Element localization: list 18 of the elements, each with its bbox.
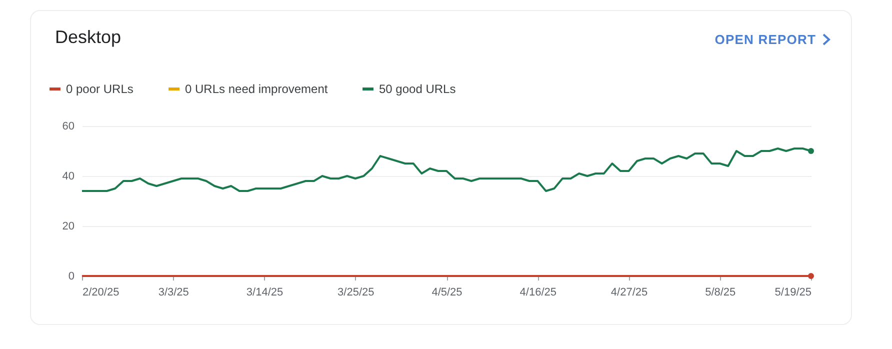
y-tick-label: 40 bbox=[62, 170, 74, 182]
x-tick-label: 5/8/25 bbox=[705, 286, 736, 298]
x-tick-label: 3/14/25 bbox=[246, 286, 284, 298]
chart-title: Desktop bbox=[55, 27, 122, 48]
x-tick-label: 4/27/25 bbox=[610, 286, 648, 298]
x-tick-label: 3/3/25 bbox=[158, 286, 189, 298]
y-tick-label: 0 bbox=[68, 270, 74, 282]
y-tick-label: 60 bbox=[62, 120, 74, 132]
text: OPEN REPORT bbox=[714, 32, 816, 47]
legend-label: 50 good URLs bbox=[379, 82, 456, 96]
y-tick-label: 20 bbox=[62, 220, 74, 232]
x-tick-label: 2/20/25 bbox=[82, 286, 120, 298]
legend-label: 0 poor URLs bbox=[66, 82, 134, 96]
legend-label: 0 URLs need improvement bbox=[185, 82, 328, 96]
x-tick-label: 4/16/25 bbox=[520, 286, 556, 298]
x-tick-label: 3/25/25 bbox=[338, 286, 374, 298]
x-tick-label: 4/5/25 bbox=[432, 286, 462, 298]
x-tick-label: 5/19/25 bbox=[774, 286, 812, 298]
